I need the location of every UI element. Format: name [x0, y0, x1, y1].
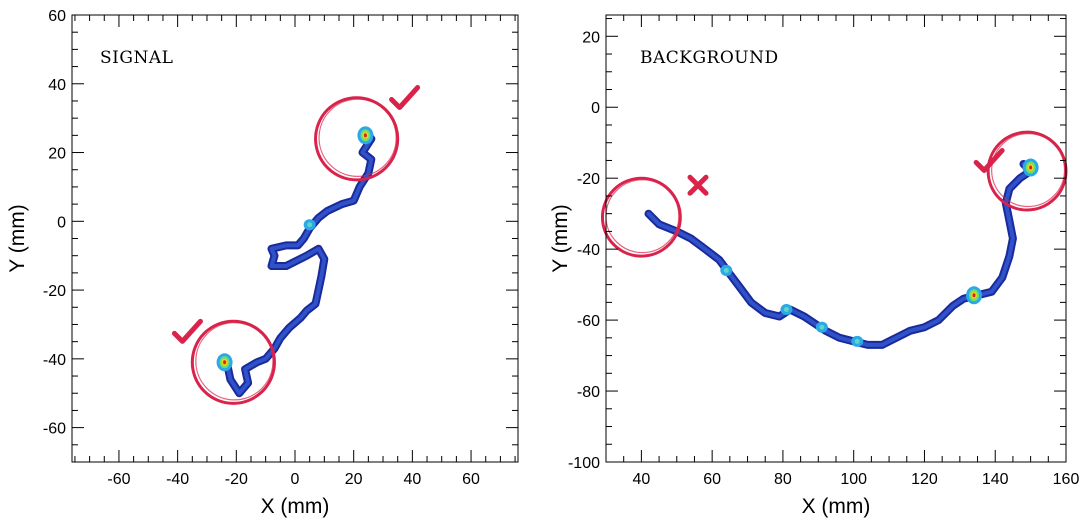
signal-track-inner: [219, 129, 374, 396]
signal-check-mark: [389, 85, 421, 111]
background-x-tick-label: 120: [911, 471, 938, 488]
background-x-axis-title: X (mm): [802, 495, 871, 518]
signal-x-tick-label: 40: [403, 471, 421, 488]
signal-panel-label: SIGNAL: [100, 48, 173, 68]
signal-x-tick-label: 0: [291, 471, 300, 488]
background-y-tick-label: -40: [577, 242, 600, 259]
signal-hotspot: [357, 126, 374, 145]
background-hotspot: [815, 321, 828, 333]
background-plot-area: [600, 130, 1068, 349]
signal-y-tick-label: 60: [48, 8, 66, 25]
background-y-tick-label: -80: [577, 384, 600, 401]
signal-check-mark: [171, 318, 203, 344]
background-panel: 40 60 80 100 120 140 160 -100 -80 -60 -40 -20 0 20 BA…: [549, 14, 1079, 518]
signal-hotspot: [216, 353, 233, 372]
background-x-tick-label: 140: [982, 471, 1009, 488]
background-check-mark: [973, 147, 1005, 173]
signal-plot-area: [171, 85, 421, 405]
background-y-tick-label: 0: [591, 100, 600, 117]
signal-highlight-circle: [314, 96, 400, 182]
background-ticks: 40 60 80 100 120 140 160 -100 -80 -60 -40 -20 0 20: [568, 15, 1079, 488]
background-panel-label: BACKGROUND: [640, 48, 779, 68]
signal-y-tick-label: -40: [43, 352, 66, 369]
background-highlight-circle: [600, 176, 682, 258]
signal-y-tick-label: 20: [48, 146, 66, 163]
background-y-tick-label: -20: [577, 171, 600, 188]
signal-frame: [71, 14, 519, 463]
signal-highlight-circle: [190, 319, 276, 405]
background-x-tick-label: 100: [840, 471, 867, 488]
signal-x-tick-label: 20: [345, 471, 363, 488]
background-hotspot: [720, 264, 733, 276]
background-x-tick-label: 60: [703, 471, 721, 488]
signal-y-tick-label: -20: [43, 283, 66, 300]
signal-x-tick-label: 60: [462, 471, 480, 488]
signal-y-tick-label: -60: [43, 421, 66, 438]
background-hotspot: [780, 303, 793, 315]
background-y-tick-label: -60: [577, 313, 600, 330]
signal-hotspot: [303, 219, 316, 231]
signal-y-tick-label: 40: [48, 77, 66, 94]
background-y-axis-title: Y (mm): [549, 204, 572, 272]
background-hotspot: [851, 335, 864, 347]
background-x-tick-label: 80: [774, 471, 792, 488]
signal-x-axis-title: X (mm): [261, 495, 330, 518]
background-cross-mark: [687, 174, 709, 196]
signal-ticks: -60 -40 -20 0 20 40 60 -60 -40 -20 0 20 40 60: [43, 8, 518, 488]
signal-y-axis-title: Y (mm): [6, 204, 29, 272]
background-x-tick-label: 160: [1053, 471, 1080, 488]
signal-y-tick-label: 0: [57, 214, 66, 231]
background-y-tick-label: 20: [582, 29, 600, 46]
background-y-tick-label: -100: [568, 455, 600, 472]
background-hotspot: [1022, 158, 1039, 177]
signal-x-tick-label: -40: [166, 471, 189, 488]
signal-x-tick-label: -20: [225, 471, 248, 488]
background-x-tick-label: 40: [632, 471, 650, 488]
background-hotspot: [966, 286, 982, 305]
signal-x-tick-label: -60: [107, 471, 130, 488]
